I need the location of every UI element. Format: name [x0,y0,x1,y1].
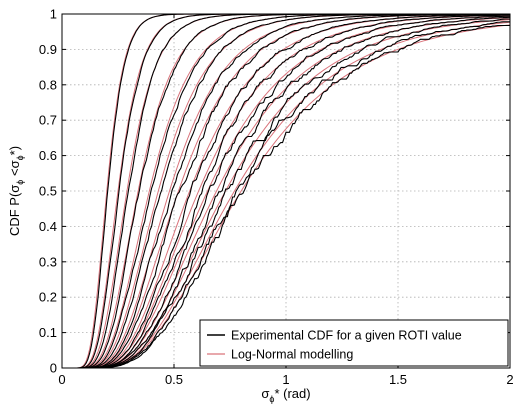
y-axis-title-suffix: *) [7,146,22,155]
axis-ticks: 0 0.5 1 1.5 2 0 0.1 0.2 0.3 0.4 0.5 0.6 0.7 0.8 0.9 1 [39,7,514,388]
y-tick-label-10: 1 [50,7,57,22]
y-tick-label-7: 0.7 [39,113,57,128]
y-tick-label-2: 0.2 [39,290,57,305]
y-axis-title-subscript-2: ϕ [15,155,25,160]
y-tick-label-8: 0.8 [39,77,57,92]
legend-label-lognormal: Log-Normal modelling [231,348,353,362]
y-tick-label-1: 0.1 [39,325,57,340]
experimental-curve-8 [62,14,511,369]
x-tick-label-0: 0 [58,372,65,387]
x-tick-label-1: 0.5 [165,372,183,387]
x-axis-title-base: σ [261,386,269,401]
y-tick-label-9: 0.9 [39,42,57,57]
x-axis-title-subscript: ϕ [269,394,274,404]
legend-box [199,319,509,367]
y-tick-label-0: 0 [50,361,57,376]
y-tick-label-4: 0.4 [39,219,57,234]
y-axis-title-mid: <σ [7,160,22,179]
x-axis-title-rest: * (rad) [274,386,310,401]
experimental-curve-7 [62,13,511,369]
x-tick-label-4: 2 [506,372,513,387]
legend: Experimental CDF for a given ROTI value … [199,319,509,367]
experimental-curve-9 [62,14,511,369]
experimental-curve-12 [62,18,510,369]
y-axis-title: CDF P(σϕ <σϕ*) [7,146,25,236]
x-tick-label-3: 1.5 [389,372,407,387]
y-axis-title-subscript: ϕ [15,180,25,185]
legend-label-experimental: Experimental CDF for a given ROTI value [231,329,462,343]
y-tick-label-3: 0.3 [39,254,57,269]
experimental-curve-10 [62,15,510,369]
experimental-curve-11 [62,16,510,369]
experimental-curve-13 [62,21,510,369]
x-tick-label-2: 1 [282,372,289,387]
y-tick-label-6: 0.6 [39,148,57,163]
y-axis-title-prefix: CDF P(σ [7,185,22,236]
y-tick-label-5: 0.5 [39,184,57,199]
experimental-curve-14 [62,24,510,369]
x-axis-title: σϕ* (rad) [261,386,310,404]
